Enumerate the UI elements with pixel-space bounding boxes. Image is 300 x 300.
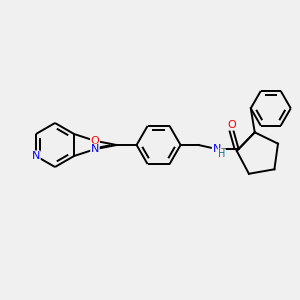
Text: O: O	[227, 120, 236, 130]
Text: H: H	[218, 149, 225, 159]
Text: O: O	[91, 136, 99, 146]
Text: N: N	[91, 144, 99, 154]
Text: N: N	[32, 151, 40, 161]
Text: N: N	[212, 144, 221, 154]
